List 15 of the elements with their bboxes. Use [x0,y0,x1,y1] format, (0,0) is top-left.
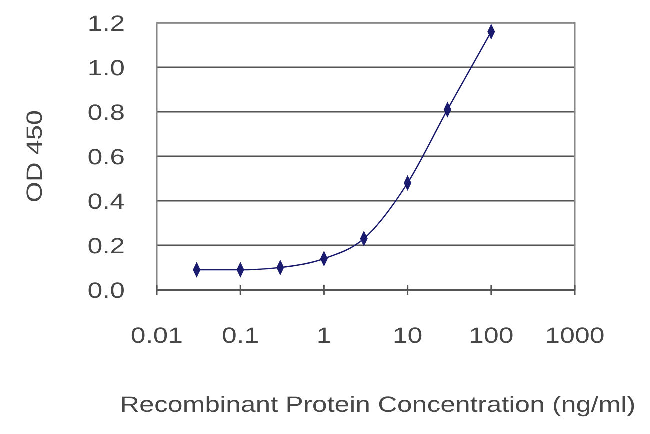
x-axis-title: Recombinant Protein Concentration (ng/ml) [120,393,636,418]
y-tick-label: 0.2 [88,234,125,259]
x-tick-label: 0.1 [222,324,260,348]
y-axis-title: OD 450 [23,110,48,203]
x-tick-label: 1 [316,324,332,348]
y-tick-label: 1.2 [88,12,125,36]
y-tick-label: 0.0 [88,279,125,304]
y-tick-label: 0.8 [88,101,125,126]
y-tick-label: 1.0 [88,56,125,81]
x-tick-label: 100 [469,324,514,348]
y-tick-label: 0.4 [88,190,125,214]
y-tick-label: 0.6 [88,146,125,170]
x-tick-label: 0.01 [130,324,184,348]
x-tick-label: 1000 [545,324,605,348]
x-tick-label: 10 [392,324,423,348]
